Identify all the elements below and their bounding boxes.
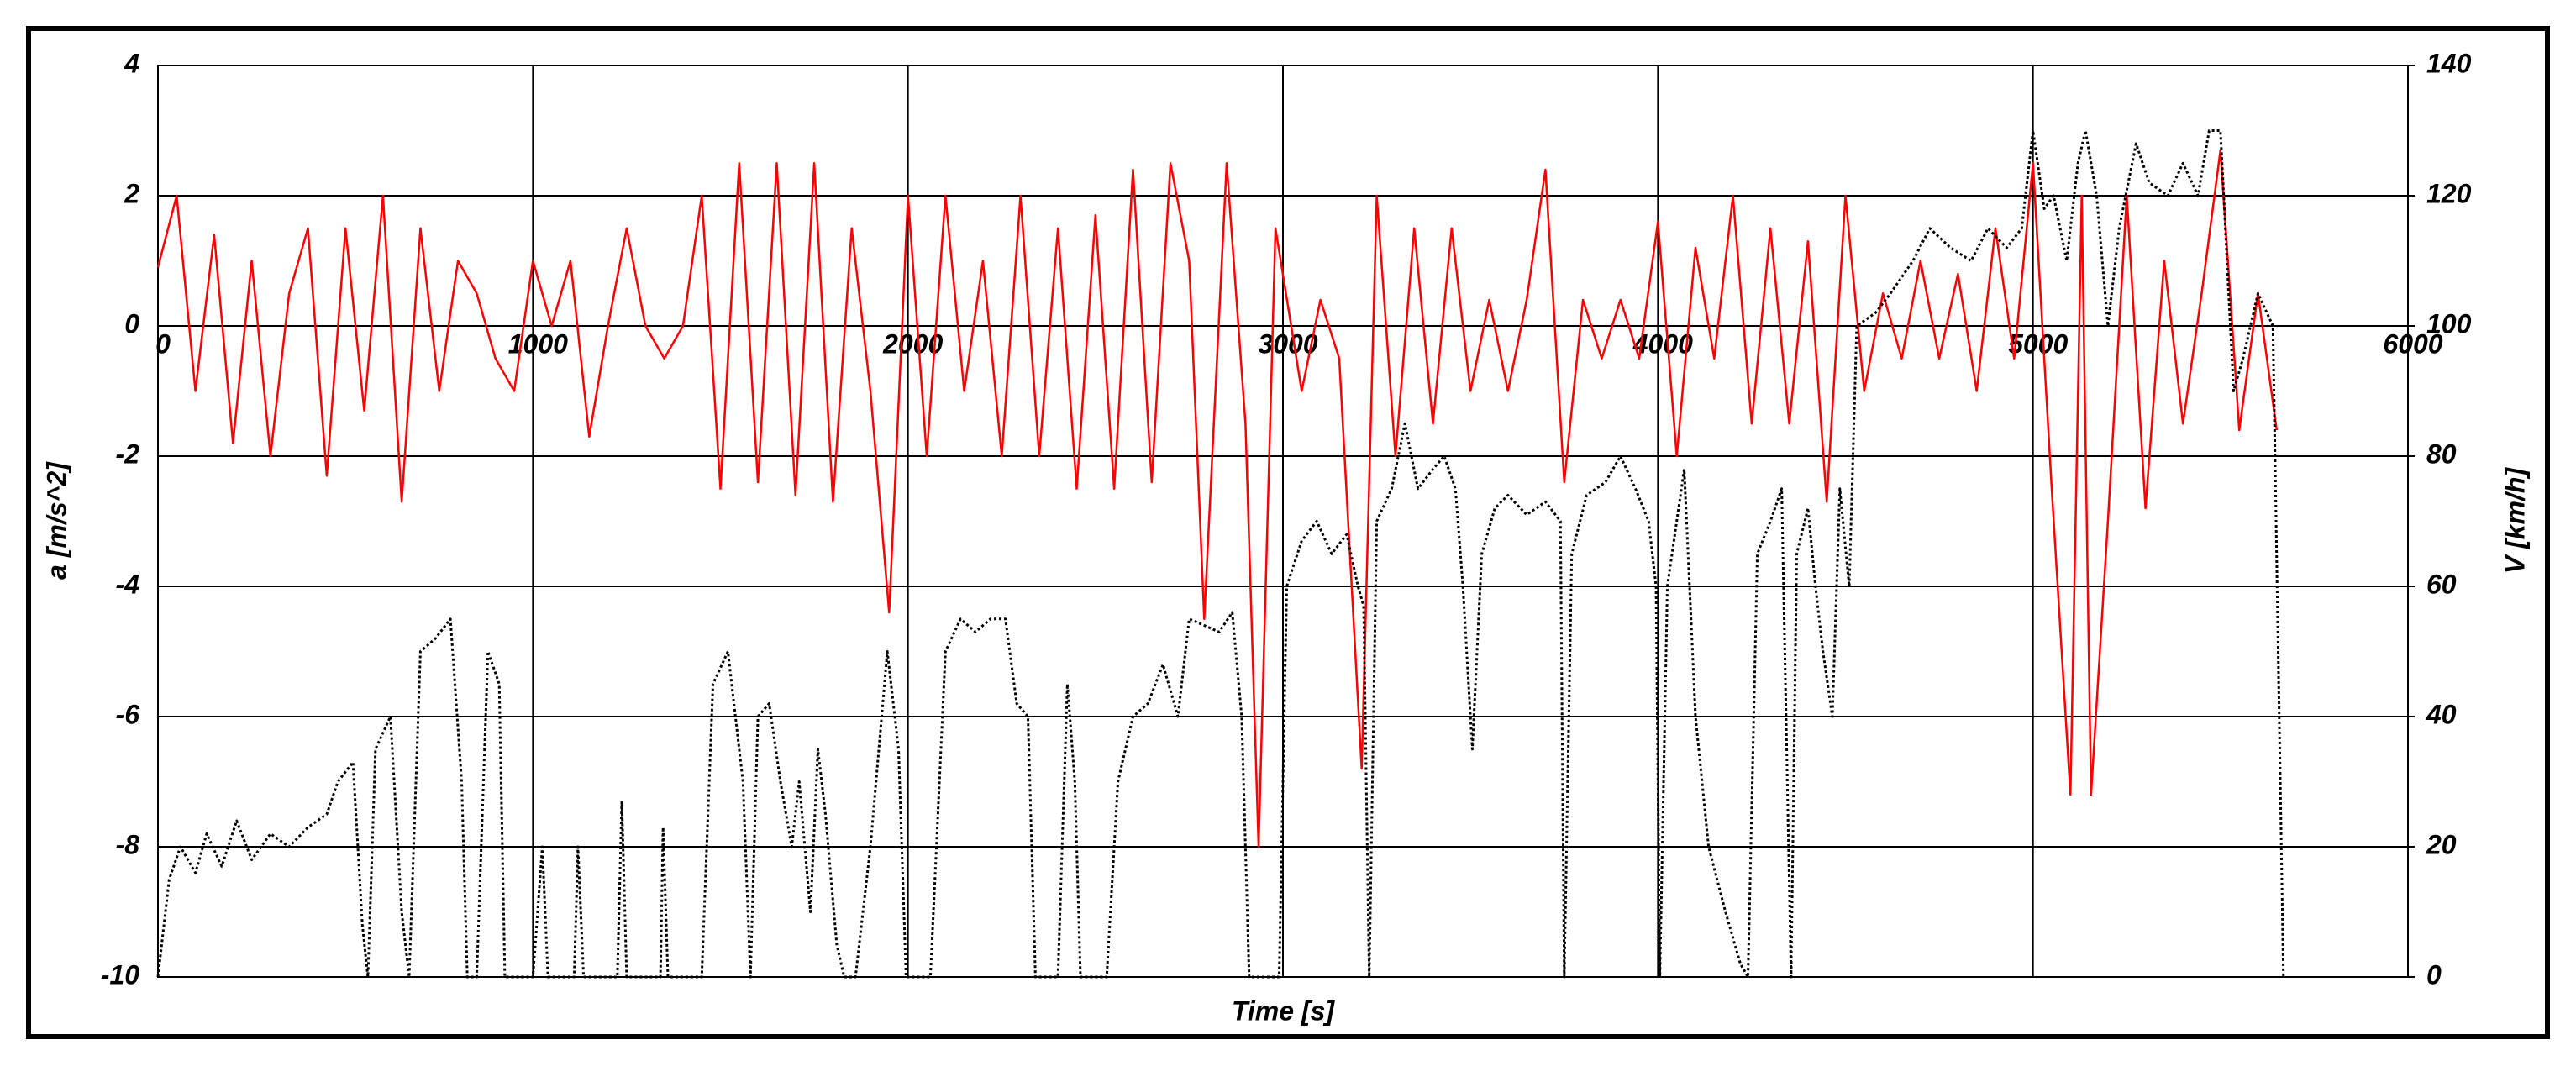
y2-tick-label: 40 — [2426, 699, 2457, 729]
y2-tick-label: 60 — [2426, 569, 2457, 599]
y2-tick-label: 140 — [2426, 48, 2472, 78]
y-tick-label: -10 — [101, 959, 139, 990]
y2-tick-label: 120 — [2426, 178, 2472, 208]
x-axis-title: Time [s] — [1232, 995, 1335, 1026]
y-tick-label: 2 — [124, 178, 139, 208]
series-line — [156, 129, 2285, 979]
plot-area — [157, 65, 2409, 978]
x-tick-label: 2000 — [882, 328, 943, 359]
y-tick-label: -4 — [116, 569, 140, 599]
y2-axis-title: V [km/h] — [2500, 467, 2530, 575]
y2-tick-label: 100 — [2426, 308, 2472, 339]
y-tick-label: 4 — [124, 48, 139, 78]
y2-tick-label: 0 — [2426, 959, 2442, 990]
y-axis-title: a [m/s^2] — [41, 461, 71, 580]
y-tick-label: 0 — [124, 308, 139, 339]
x-tick-label: 1000 — [508, 328, 568, 359]
y-tick-label: -6 — [116, 699, 140, 729]
x-tick-label: 0 — [155, 328, 171, 359]
x-tick-label: 6000 — [2383, 328, 2442, 359]
x-tick-label: 5000 — [2008, 328, 2068, 359]
x-tick-label: 3000 — [1258, 328, 1317, 359]
chart-frame — [26, 26, 2550, 1039]
y2-tick-label: 80 — [2426, 438, 2457, 469]
y-tick-label: -8 — [116, 829, 140, 859]
series-line — [156, 149, 2279, 848]
y-tick-label: -2 — [116, 438, 140, 469]
y2-tick-label: 20 — [2426, 829, 2457, 859]
